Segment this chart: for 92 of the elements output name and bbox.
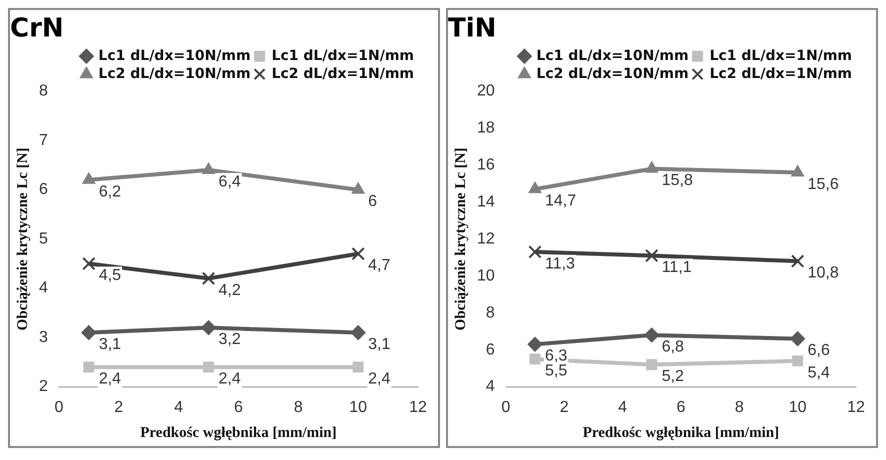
x-tick-label: 10 xyxy=(349,398,368,416)
data-label: 4,7 xyxy=(368,257,390,274)
data-label: 4,2 xyxy=(218,282,241,299)
data-label: 6,8 xyxy=(662,338,684,356)
data-label: 6,3 xyxy=(544,348,568,365)
x-tick-label: 4 xyxy=(618,398,628,416)
point xyxy=(351,247,365,260)
x-axis-title: Predkośc wgłębnika [mm/min] xyxy=(140,424,337,441)
data-label: 4,5 xyxy=(98,267,122,284)
y-tick-label: 4 xyxy=(38,280,48,297)
data-label: 3,2 xyxy=(218,331,241,348)
x-tick-label: 8 xyxy=(734,398,744,416)
y-tick-label: 20 xyxy=(477,82,495,100)
y-axis-title: Obciążenie krytyczne Lc [N] xyxy=(452,148,469,330)
point xyxy=(350,325,366,340)
point xyxy=(530,354,540,365)
legend-label: Lc2 dL/dx=1N/mm xyxy=(272,66,414,82)
point xyxy=(645,161,658,173)
y-tick-label: 8 xyxy=(486,304,495,322)
legend-label: Lc2 dL/dx=10N/mm xyxy=(536,66,689,82)
point xyxy=(352,362,364,373)
x-tick-label: 6 xyxy=(676,398,686,416)
x-tick-label: 6 xyxy=(234,398,243,416)
x-tick-label: 8 xyxy=(294,398,303,416)
data-label: 5,2 xyxy=(662,368,684,386)
data-label: 2,4 xyxy=(98,370,122,388)
data-label: 3,1 xyxy=(98,336,122,354)
data-label: 11,3 xyxy=(544,255,576,272)
y-tick-label: 2 xyxy=(38,378,48,396)
x-tick-label: 10 xyxy=(788,398,807,416)
point xyxy=(528,245,542,259)
y-tick-label: 5 xyxy=(38,230,48,248)
data-label: 14,7 xyxy=(544,192,576,210)
legend-label: Lc1 dL/dx=10N/mm xyxy=(536,48,689,64)
data-label: 6,6 xyxy=(808,342,830,360)
data-label: 6,4 xyxy=(218,173,241,190)
y-tick-label: 18 xyxy=(477,120,495,137)
legend-label: Lc2 dL/dx=1N/mm xyxy=(710,66,852,82)
point xyxy=(81,325,96,340)
y-tick-label: 3 xyxy=(38,328,48,346)
point xyxy=(203,362,214,373)
legend-label: Lc2 dL/dx=10N/mm xyxy=(98,66,251,82)
data-label: 15,6 xyxy=(808,176,839,193)
y-tick-label: 4 xyxy=(486,378,495,396)
data-label: 11,1 xyxy=(662,259,692,276)
x-tick-label: 4 xyxy=(174,398,184,416)
point xyxy=(202,162,216,174)
point xyxy=(791,164,804,176)
legend-label: Lc1 dL/dx=10N/mm xyxy=(98,48,251,64)
point xyxy=(528,182,542,194)
y-tick-label: 8 xyxy=(38,82,48,100)
point xyxy=(644,328,660,343)
x-tick-label: 2 xyxy=(560,398,569,416)
data-label: 10,8 xyxy=(808,264,839,282)
data-label: 5,5 xyxy=(544,362,568,380)
point xyxy=(352,182,365,194)
point xyxy=(792,355,804,366)
x-tick-label: 2 xyxy=(114,398,124,416)
y-tick-label: 7 xyxy=(38,132,48,149)
point xyxy=(82,256,96,270)
x-tick-label: 0 xyxy=(501,398,510,416)
point xyxy=(201,320,216,336)
y-tick-label: 10 xyxy=(477,267,495,284)
chart-title: CrN xyxy=(10,13,64,44)
data-label: 5,4 xyxy=(808,364,830,382)
data-label: 3,1 xyxy=(368,336,390,354)
data-label: 2,4 xyxy=(368,370,390,388)
x-axis-title: Predkośc wgłębnika [mm/min] xyxy=(582,424,780,441)
point xyxy=(790,254,804,268)
y-tick-label: 14 xyxy=(477,193,495,210)
y-tick-label: 12 xyxy=(477,230,495,248)
point xyxy=(790,331,806,346)
x-tick-label: 0 xyxy=(54,398,64,416)
y-tick-label: 6 xyxy=(486,341,495,358)
x-tick-label: 12 xyxy=(847,398,865,416)
point xyxy=(527,336,542,352)
point xyxy=(83,362,94,373)
point xyxy=(202,272,216,286)
y-tick-label: 6 xyxy=(38,181,48,198)
point xyxy=(646,359,658,370)
data-label: 6,2 xyxy=(98,183,122,200)
data-label: 6 xyxy=(368,193,378,210)
y-axis-title: Obciążenie krytyczne Lc [N] xyxy=(14,148,31,330)
x-tick-label: 12 xyxy=(409,398,427,416)
y-tick-label: 16 xyxy=(477,156,495,174)
legend-label: Lc1 dL/dx=1N/mm xyxy=(710,48,852,64)
legend-label: Lc1 dL/dx=1N/mm xyxy=(272,48,414,64)
data-label: 15,8 xyxy=(662,172,693,190)
point xyxy=(82,172,96,184)
data-label: 2,4 xyxy=(218,370,241,388)
chart-title: TiN xyxy=(448,13,496,44)
point xyxy=(645,248,658,262)
